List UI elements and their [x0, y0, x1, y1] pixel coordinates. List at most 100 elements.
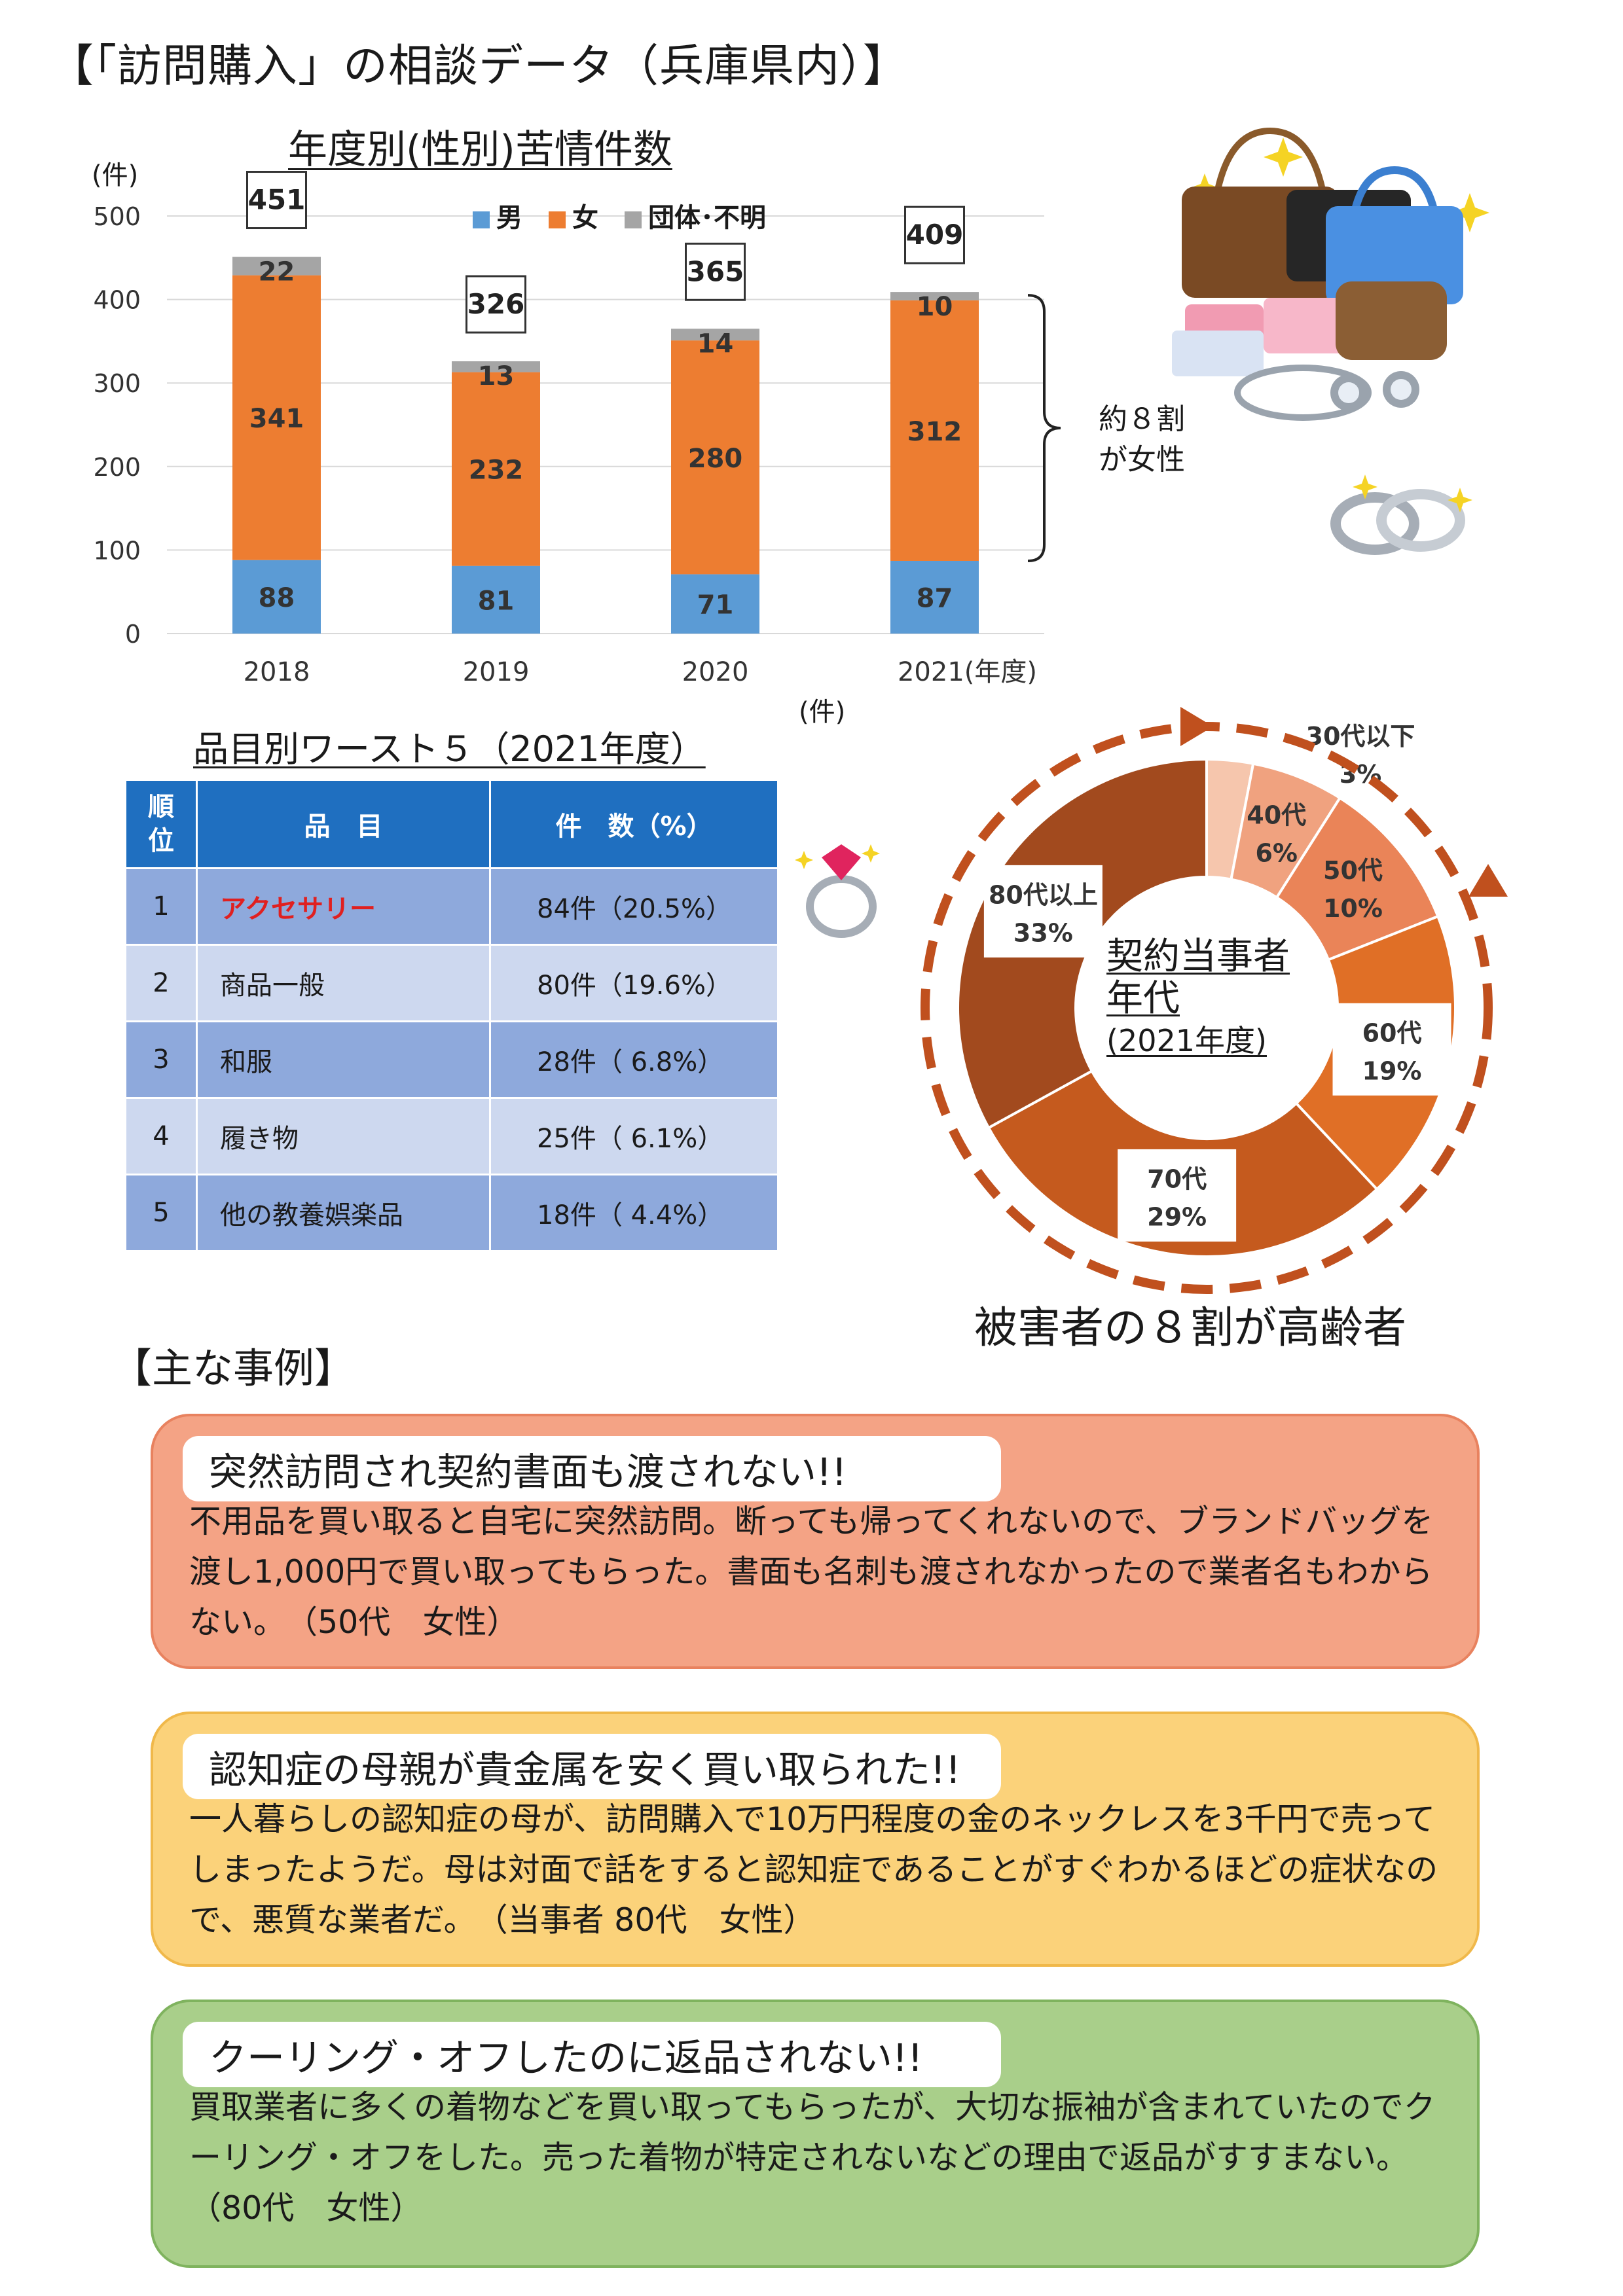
case-title: 認知症の母親が貴金属を安く買い取られた!!: [183, 1734, 1001, 1799]
worst5-unit: (件): [799, 697, 846, 727]
y-axis-unit: (件): [92, 160, 139, 190]
donut-caption: 被害者の８割が高齢者: [974, 1302, 1406, 1353]
donut-slice-pct: 19%: [1362, 1056, 1422, 1085]
case-text: 不用品を買い取ると自宅に突然訪問。断っても帰ってくれないので、ブランドバッグを渡…: [189, 1503, 1434, 1641]
total-label: 326: [467, 288, 525, 320]
y-tick-label: 0: [125, 620, 141, 649]
donut-label-box: [1332, 1003, 1451, 1096]
count-cell: 84件（20.5%）: [489, 867, 779, 946]
bar-value-label: 14: [697, 329, 734, 359]
total-label: 451: [248, 184, 306, 216]
page-title: 【「訪問購入」の相談データ（兵庫県内）】: [49, 41, 909, 92]
worst5-title: 品目別ワースト５（2021年度）: [193, 728, 706, 770]
bar-value-label: 88: [259, 583, 295, 613]
brace: [1027, 294, 1061, 562]
legend-item: 男: [473, 196, 522, 234]
brace-note: 約８割 が女性: [1099, 399, 1185, 480]
donut-slice-pct: 33%: [1013, 918, 1073, 947]
worst5-table: 順位 品 目 件 数（%） 1 アクセサリー 84件（20.5%） 2 商品一般…: [124, 779, 779, 1252]
bar-segment: [671, 574, 759, 634]
case-title: クーリング・オフしたのに返品されない!!: [183, 2022, 1001, 2087]
total-box: [465, 275, 526, 334]
total-box: [685, 242, 746, 301]
bar-value-label: 71: [697, 590, 734, 620]
case-card-1: 突然訪問され契約書面も渡されない!! 不用品を買い取ると自宅に突然訪問。断っても…: [151, 1414, 1480, 1669]
donut-slice-pct: 29%: [1147, 1202, 1207, 1231]
donut-slice-name: 60代: [1362, 1018, 1422, 1047]
donut-label-line2: 年代: [1106, 977, 1180, 1020]
bar-segment: [890, 300, 979, 561]
count-cell: 25件（ 6.1%）: [489, 1097, 779, 1175]
ruby-ring-icon: [795, 844, 880, 938]
donut-label-box: [1118, 1149, 1237, 1242]
bar-segment: [452, 361, 540, 372]
legend-item: 団体･不明: [625, 196, 766, 234]
brace-note-line2: が女性: [1099, 443, 1185, 476]
table-row: 1 アクセサリー 84件（20.5%）: [124, 867, 779, 946]
bar-value-label: 312: [907, 417, 962, 447]
count-cell: 28件（ 6.8%）: [489, 1020, 779, 1099]
bar-segment: [452, 372, 540, 566]
x-tick-label: 2019: [463, 657, 530, 687]
y-tick-label: 500: [93, 202, 141, 231]
total-box: [246, 171, 307, 230]
legend-label: 団体･不明: [648, 203, 766, 233]
bar-segment: [452, 565, 540, 634]
x-tick-label: 2021(年度): [898, 657, 1037, 687]
bar-value-label: 341: [249, 404, 304, 434]
legend-label: 女: [572, 203, 598, 233]
rank-cell: 5: [124, 1174, 198, 1252]
arrow-head-icon: [1468, 864, 1508, 897]
rank-cell: 2: [124, 944, 198, 1022]
donut-label-line3: (2021年度): [1106, 1023, 1267, 1058]
rank-cell: 4: [124, 1097, 198, 1175]
count-cell: 80件（19.6%）: [489, 944, 779, 1022]
donut-slice-name: 70代: [1147, 1164, 1207, 1193]
total-box: [904, 206, 965, 264]
donut-slice-pct: 10%: [1323, 894, 1383, 923]
brace-note-line1: 約８割: [1099, 403, 1185, 436]
table-header-rank-label: 順位: [127, 790, 195, 858]
bar-segment: [671, 340, 759, 575]
donut-slice-name: 50代: [1323, 856, 1383, 885]
table-row: 4 履き物 25件（ 6.1%）: [124, 1097, 779, 1175]
donut-center-label: 契約当事者 年代 (2021年度): [1106, 936, 1290, 1062]
bar-value-label: 10: [917, 292, 953, 322]
table-row: 2 商品一般 80件（19.6%）: [124, 944, 779, 1022]
y-tick-label: 400: [93, 286, 141, 315]
donut-slice-name: 40代: [1247, 800, 1306, 829]
item-cell: 履き物: [196, 1097, 491, 1175]
y-tick-label: 300: [93, 369, 141, 398]
x-tick-label: 2018: [244, 657, 310, 687]
bar-value-label: 13: [478, 361, 515, 391]
total-label: 365: [687, 255, 744, 287]
case-title: 突然訪問され契約書面も渡されない!!: [183, 1436, 1001, 1501]
table-header-rank-char: 順: [148, 792, 174, 822]
count-cell: 18件（ 4.4%）: [489, 1174, 779, 1252]
case-text: 一人暮らしの認知症の母が、訪問購入で10万円程度の金のネックレスを3千円で売って…: [189, 1801, 1438, 1939]
legend-swatch: [625, 211, 642, 228]
y-tick-label: 200: [93, 453, 141, 482]
bar-segment: [890, 292, 979, 300]
case-card-2: 認知症の母親が貴金属を安く買い取られた!! 一人暮らしの認知症の母が、訪問購入で…: [151, 1712, 1480, 1967]
donut-label-line1: 契約当事者: [1106, 935, 1290, 978]
bar-segment: [671, 329, 759, 341]
donut-slice-name: 80代以上: [989, 880, 1098, 909]
wedding-rings-icon: [1330, 475, 1472, 555]
table-row: 3 和服 28件（ 6.8%）: [124, 1020, 779, 1099]
legend-label: 男: [496, 203, 522, 233]
bar-chart-legend: 男 女 団体･不明: [473, 196, 766, 234]
bar-value-label: 81: [478, 586, 515, 616]
total-label: 409: [906, 219, 964, 251]
bar-value-label: 232: [469, 456, 524, 486]
arrow-head-icon: [1180, 707, 1213, 746]
table-header-rank: 順位: [124, 779, 198, 869]
donut-data-label: 80代以上 33%: [983, 865, 1103, 958]
table-row: 5 他の教養娯楽品 18件（ 4.4%）: [124, 1174, 779, 1252]
bar-chart: 0 100 200 300 400 500 88 341 22 451 2018 81 232 13 326…: [93, 171, 1061, 687]
rank-cell: 3: [124, 1020, 198, 1099]
